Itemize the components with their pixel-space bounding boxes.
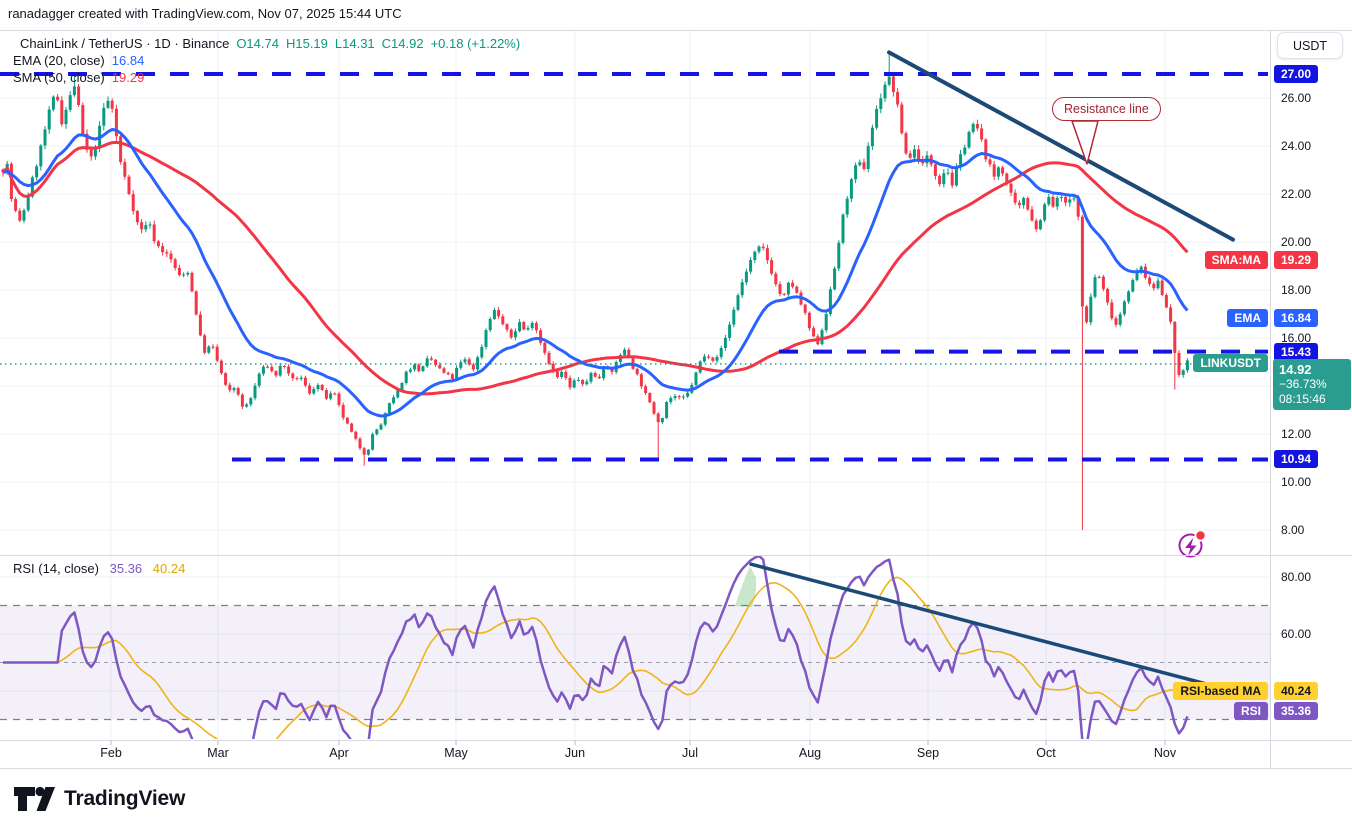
rsi-label: RSI (14, close): [13, 561, 99, 576]
price-tick: 60.00: [1281, 627, 1312, 641]
ohlc-low: L14.31: [334, 36, 375, 51]
bar-countdown: 08:15:46: [1279, 392, 1326, 406]
month-label-feb: Feb: [100, 746, 122, 760]
axis-price-badge: 16.84: [1274, 309, 1319, 327]
last-price-box: 14.92 −36.73% 08:15:46: [1273, 359, 1351, 410]
series-label-rsi-based-ma: RSI-based MA: [1173, 682, 1268, 700]
price-tick: 10.00: [1281, 475, 1312, 489]
sma-value: 19.29: [111, 70, 145, 85]
month-label-nov: Nov: [1153, 746, 1177, 760]
sma-label: SMA (50, close): [13, 70, 105, 85]
symbol-legend: ChainLink / TetherUS · 1D · Binance O14.7…: [13, 36, 520, 87]
rsi-ma-value: 40.24: [152, 561, 186, 576]
price-tick: 22.00: [1281, 187, 1312, 201]
ema-label: EMA (20, close): [13, 53, 105, 68]
ohlc-close: C14.92: [381, 36, 424, 51]
lightning-flash-icon: [1178, 530, 1206, 558]
sma-legend-row[interactable]: SMA (50, close) 19.29: [13, 70, 520, 85]
rsi-value: 35.36: [109, 561, 143, 576]
price-tick: 20.00: [1281, 235, 1312, 249]
price-tick: 8.00: [1281, 523, 1305, 537]
symbol-title[interactable]: ChainLink / TetherUS · 1D · Binance: [20, 36, 230, 51]
price-tick: 80.00: [1281, 570, 1312, 584]
month-label-may: May: [444, 746, 468, 760]
series-label-sma-ma: SMA:MA: [1204, 251, 1268, 269]
month-label-sep: Sep: [916, 746, 940, 760]
month-label-jun: Jun: [564, 746, 586, 760]
series-label-ema: EMA: [1227, 309, 1268, 327]
price-tick: 24.00: [1281, 139, 1312, 153]
month-label-jul: Jul: [682, 746, 698, 760]
month-label-oct: Oct: [1036, 746, 1056, 760]
axis-price-badge: 19.29: [1274, 251, 1319, 269]
ema-legend-row[interactable]: EMA (20, close) 16.84: [13, 53, 520, 68]
axis-price-badge: 40.24: [1274, 682, 1319, 700]
month-label-mar: Mar: [207, 746, 229, 760]
watermark-credit: ranadagger created with TradingView.com,…: [8, 6, 402, 21]
tradingview-mark-icon: [14, 786, 55, 811]
ohlc-change: +0.18 (+1.22%): [430, 36, 521, 51]
price-tick: 26.00: [1281, 91, 1312, 105]
price-tick: 16.00: [1281, 331, 1312, 345]
axis-price-badge: 27.00: [1274, 65, 1319, 83]
axis-price-badge: 35.36: [1274, 702, 1319, 720]
rsi-legend-row[interactable]: RSI (14, close) 35.36 40.24: [13, 561, 185, 576]
month-label-aug: Aug: [798, 746, 822, 760]
resistance-line-callout[interactable]: Resistance line: [1052, 97, 1161, 121]
axis-price-badge: 10.94: [1274, 450, 1319, 468]
month-label-apr: Apr: [329, 746, 349, 760]
ohlc-high: H15.19: [285, 36, 328, 51]
price-tick: 12.00: [1281, 427, 1312, 441]
change-percent: −36.73%: [1279, 377, 1327, 391]
price-tick: 18.00: [1281, 283, 1312, 297]
series-label-rsi: RSI: [1233, 702, 1268, 720]
currency-toggle-button[interactable]: USDT: [1277, 32, 1343, 59]
tradingview-logo[interactable]: TradingView: [14, 785, 185, 812]
series-label-linkusdt: LINKUSDT: [1193, 354, 1268, 372]
axis-price-badge: 15.43: [1274, 343, 1319, 361]
ohlc-open: O14.74: [236, 36, 279, 51]
symbol-row[interactable]: ChainLink / TetherUS · 1D · Binance O14.7…: [13, 36, 520, 51]
ema-value: 16.84: [111, 53, 145, 68]
tradingview-logo-text: TradingView: [64, 786, 186, 810]
last-price: 14.92: [1279, 362, 1312, 377]
